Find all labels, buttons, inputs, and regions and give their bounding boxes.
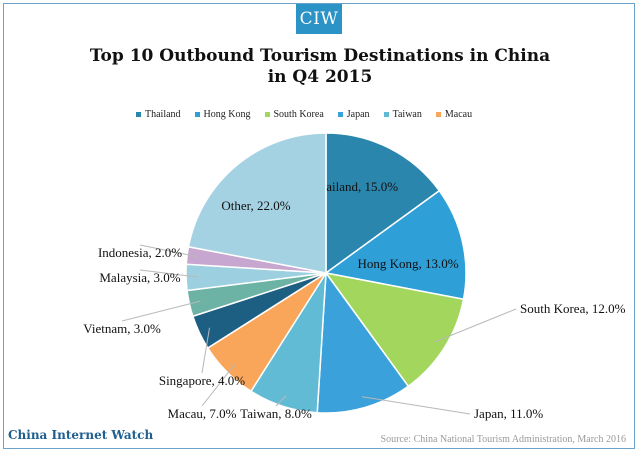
slice-label: Malaysia, 3.0% <box>99 270 180 285</box>
slice-label: Macau, 7.0% <box>168 406 237 421</box>
leader-line <box>434 308 517 343</box>
leader-line <box>139 244 199 258</box>
pie-slice-thailand <box>325 132 441 275</box>
ciw-logo: CIW <box>296 4 342 34</box>
slice-label: Taiwan, 8.0% <box>240 406 312 421</box>
pie-slice-south-korea <box>324 271 465 388</box>
legend-swatch <box>194 112 200 117</box>
legend-item-thailand: Thailand <box>136 109 181 120</box>
legend-swatch <box>435 112 441 117</box>
legend-label: Japan <box>346 109 370 120</box>
slice-label: Other, 22.0% <box>221 198 290 213</box>
leader-line <box>201 363 236 407</box>
leader-line <box>201 327 210 374</box>
legend-label: Hong Kong <box>203 109 251 120</box>
slice-label: Hong Kong, 13.0% <box>357 256 458 271</box>
pie-slice-hong-kong <box>324 189 467 301</box>
slice-label: Singapore, 4.0% <box>159 373 245 388</box>
leader-line <box>121 300 201 322</box>
slice-label: Thailand, 15.0% <box>312 179 398 194</box>
legend-label: Thailand <box>145 109 181 120</box>
legend-item-taiwan: Taiwan <box>383 109 422 120</box>
legend-label: Macau <box>444 109 473 120</box>
legend-swatch <box>337 112 343 117</box>
slice-label: Vietnam, 3.0% <box>83 321 161 336</box>
legend-item-macau: Macau <box>435 109 473 120</box>
slice-label: Japan, 11.0% <box>474 406 543 421</box>
pie-slice-japan <box>316 270 410 414</box>
chart-title-line2: in Q4 2015 <box>267 67 373 87</box>
footer-source: Source: China National Tourism Administr… <box>380 434 626 445</box>
footer-brand: China Internet Watch <box>8 428 154 442</box>
pie-slice-other <box>187 132 327 274</box>
legend-item-hong-kong: Hong Kong <box>194 109 251 120</box>
leader-line <box>361 396 471 415</box>
legend-item-japan: Japan <box>337 109 370 120</box>
chart-legend: Thailand Hong Kong South Korea Japan Tai… <box>136 109 472 120</box>
slice-label: South Korea, 12.0% <box>520 301 626 316</box>
legend-label: South Korea <box>273 109 324 120</box>
leader-line <box>139 269 198 278</box>
chart-title-line1: Top 10 Outbound Tourism Destinations in … <box>89 46 551 66</box>
leader-line <box>275 395 287 407</box>
chart-title: Top 10 Outbound Tourism Destinations in … <box>0 46 640 88</box>
legend-swatch <box>264 112 270 117</box>
legend-swatch <box>136 112 141 117</box>
legend-swatch <box>383 112 389 117</box>
legend-label: Taiwan <box>392 109 422 120</box>
legend-item-south-korea: South Korea <box>264 109 324 120</box>
slice-label: Indonesia, 2.0% <box>98 245 182 260</box>
